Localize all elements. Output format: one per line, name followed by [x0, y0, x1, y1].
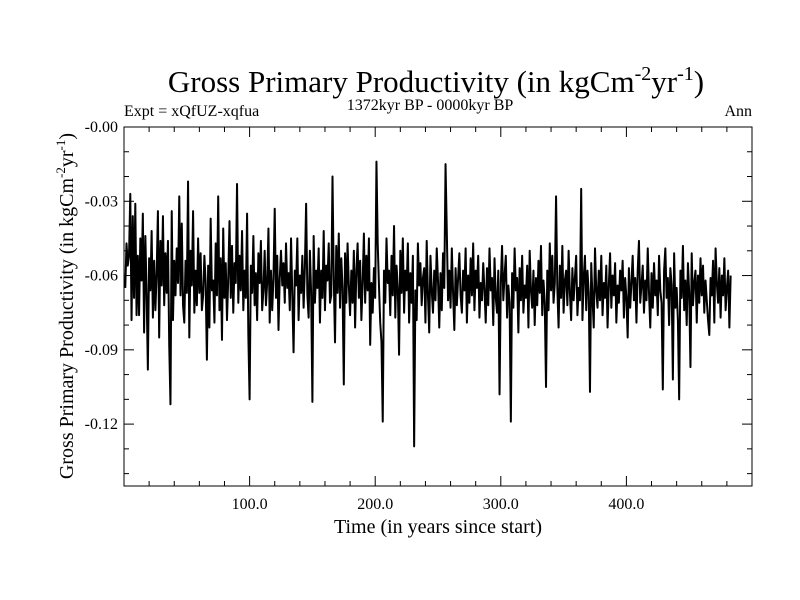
ylabel-main: Gross Primary Productivity (in kgCm: [56, 178, 78, 480]
y-tick-label: -0.09: [85, 342, 118, 359]
season-label: Ann: [724, 103, 752, 120]
y-tick-label: -0.12: [85, 416, 118, 433]
x-tick-label: 300.0: [483, 496, 519, 513]
title-sup-1: -2: [635, 63, 652, 85]
time-range-label: 1372kyr BP - 0000kyr BP: [347, 97, 514, 114]
series-line-gpp: [124, 160, 732, 448]
y-axis-label: Gross Primary Productivity (in kgCm-2yr-…: [53, 133, 78, 479]
axis-ticks: 100.0 200.0 300.0 400.0 -0.00 -0.03 -0.06 -0.09…: [85, 119, 752, 513]
x-axis-label: Time (in years since start): [334, 516, 542, 538]
y-tick-label: -0.00: [85, 119, 118, 136]
plot-frame: [123, 126, 753, 487]
y-tick-label: -0.06: [85, 268, 118, 285]
chart-title: Gross Primary Productivity (in kgCm-2yr-…: [168, 63, 704, 99]
ylabel-sup-1: -2: [53, 167, 68, 178]
title-end: ): [694, 64, 704, 99]
x-tick-label: 400.0: [608, 496, 644, 513]
ylabel-mid: yr: [56, 150, 78, 167]
y-tick-label: -0.03: [85, 193, 118, 210]
title-mid: yr: [651, 64, 678, 99]
x-tick-label: 100.0: [232, 496, 268, 513]
ylabel-end: ): [56, 133, 78, 140]
title-main: Gross Primary Productivity (in kgCm: [168, 64, 635, 99]
title-sup-2: -1: [677, 63, 694, 85]
x-tick-label: 200.0: [357, 496, 393, 513]
ylabel-sup-2: -1: [53, 140, 68, 151]
experiment-label: Expt = xQfUZ-xqfua: [124, 103, 259, 120]
